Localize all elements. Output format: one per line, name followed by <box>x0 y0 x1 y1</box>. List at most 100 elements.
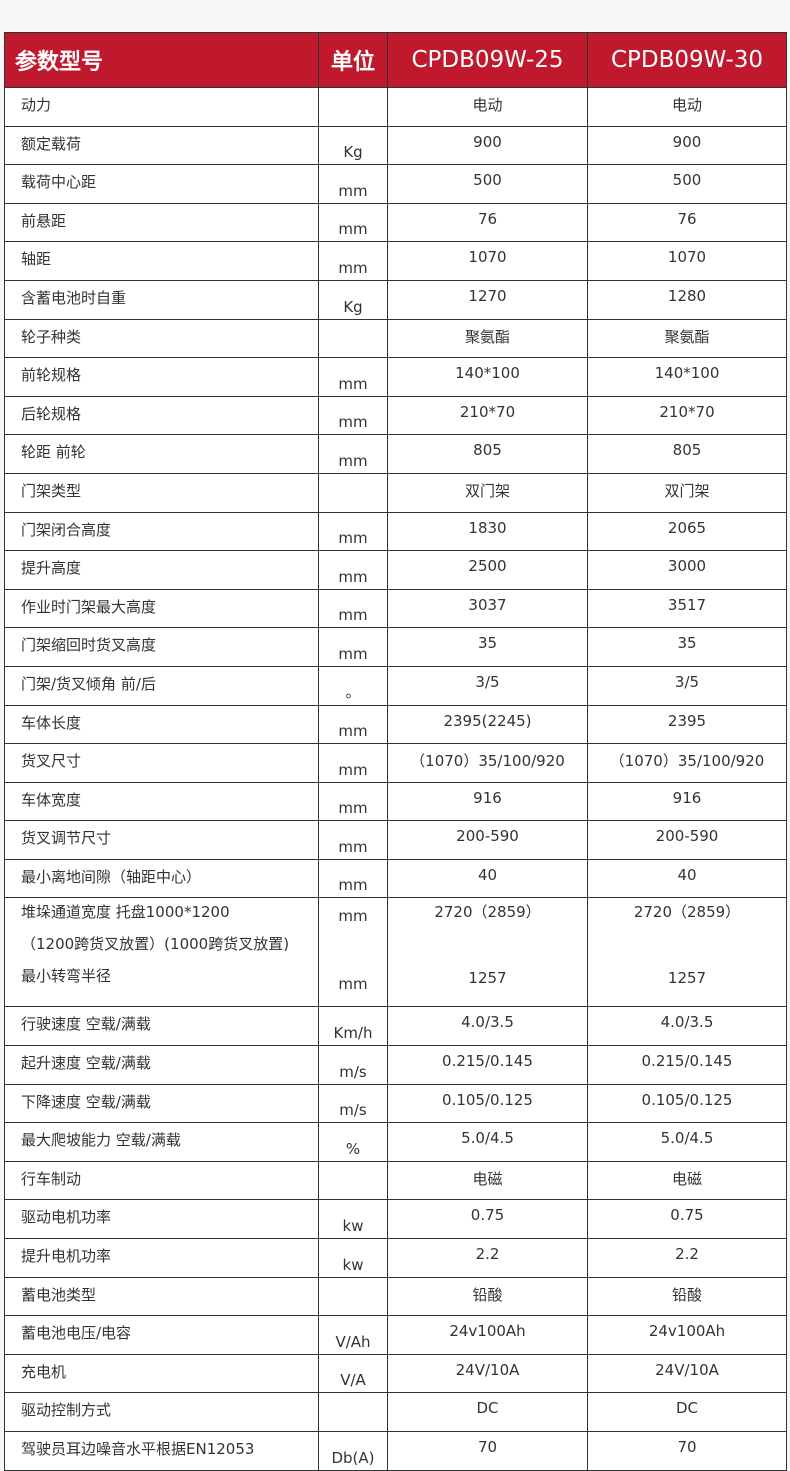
table-row: 行驶速度 空载/满载 Km/h 4.0/3.5 4.0/3.5 <box>4 1006 787 1047</box>
row-value-2: 900 <box>587 125 787 166</box>
row-value-2: 2.2 <box>587 1238 787 1278</box>
row-label: 动力 <box>4 87 319 127</box>
row-value-2: 2065 <box>587 511 787 552</box>
header-row: 参数型号 单位 CPDB09W-25 CPDB09W-30 <box>4 32 787 88</box>
row-value-1: 电磁 <box>387 1160 588 1201</box>
table-row: 最小离地间隙（轴距中心） mm 40 40 <box>4 858 787 899</box>
row-value: 2720（2859） <box>434 903 541 922</box>
row-unit: mm <box>318 202 388 243</box>
table-row: 额定载荷 Kg 900 900 <box>4 125 787 166</box>
row-value-1: 210*70 <box>387 395 588 436</box>
row-value-2: 40 <box>587 858 787 899</box>
row-value-1: 电动 <box>387 87 588 127</box>
table-row: 车体长度 mm 2395(2245) 2395 <box>4 704 787 745</box>
row-value-2: 805 <box>587 434 787 474</box>
row-value: 2720（2859） <box>633 903 741 922</box>
row-label: 驱动控制方式 <box>4 1392 319 1432</box>
row-label: 堆垛通道宽度 托盘1000*1200 <box>21 903 230 922</box>
row-value-1: 0.75 <box>387 1199 588 1240</box>
row-value-1: （1070）35/100/920 <box>387 743 588 783</box>
row-value-1: 0.215/0.145 <box>387 1045 588 1085</box>
row-unit: m/s <box>318 1083 388 1124</box>
row-value-2: 500 <box>587 164 787 204</box>
spec-table: 参数型号 单位 CPDB09W-25 CPDB09W-30 动力 电动 电动 额定载荷… <box>4 32 787 1471</box>
row-label: 下降速度 空载/满载 <box>4 1083 319 1124</box>
table-row: 充电机 V/A 24V/10A 24V/10A <box>4 1353 787 1394</box>
row-unit: mm <box>318 588 388 629</box>
row-unit: Kg <box>318 125 388 166</box>
row-unit: mm <box>318 627 388 667</box>
row-label: （1200跨货叉放置）(1000跨货叉放置) <box>21 935 290 954</box>
row-value-2: 5.0/4.5 <box>587 1122 787 1162</box>
row-value-2: 35 <box>587 627 787 667</box>
row-label: 最小转弯半径 <box>21 967 112 986</box>
row-unit: kw <box>318 1238 388 1278</box>
row-value-2: （1070）35/100/920 <box>587 743 787 783</box>
row-unit: Km/h <box>318 1006 388 1047</box>
row-label: 载荷中心距 <box>4 164 319 204</box>
row-value-1: DC <box>387 1392 588 1432</box>
table-row: 轮子种类 聚氨酯 聚氨酯 <box>4 318 787 359</box>
row-value-2: 0.75 <box>587 1199 787 1240</box>
row-value-2: 24v100Ah <box>587 1315 787 1355</box>
row-value-1: 双门架 <box>387 472 588 513</box>
row-value-1: 2.2 <box>387 1238 588 1278</box>
table-row: 门架/货叉倾角 前/后。 3/5 3/5 <box>4 665 787 706</box>
row-value-1: 24v100Ah <box>387 1315 588 1355</box>
table-row: 轮距 前轮 mm 805 805 <box>4 434 787 474</box>
table-row: 提升电机功率 kw 2.2 2.2 <box>4 1238 787 1278</box>
row-label: 轮距 前轮 <box>4 434 319 474</box>
row-label: 车体宽度 <box>4 781 319 822</box>
row-value-1: 500 <box>387 164 588 204</box>
row-value-1: 4.0/3.5 <box>387 1006 588 1047</box>
table-row: 驱动控制方式 DC DC <box>4 1392 787 1432</box>
table-row: 门架闭合高度 mm 1830 2065 <box>4 511 787 552</box>
table-row: 下降速度 空载/满载 m/s 0.105/0.125 0.105/0.125 <box>4 1083 787 1124</box>
row-unit: V/Ah <box>318 1315 388 1355</box>
row-label: 门架/货叉倾角 前/后 <box>4 665 319 706</box>
row-value: 1257 <box>667 969 707 988</box>
row-value-1: 70 <box>387 1431 588 1471</box>
row-value-1: 3/5 <box>387 665 588 706</box>
row-label: 门架闭合高度 <box>4 511 319 552</box>
row-value-1: 76 <box>387 202 588 243</box>
row-label: 提升电机功率 <box>4 1238 319 1278</box>
row-value-2: 76 <box>587 202 787 243</box>
row-value-1: 1270 <box>387 279 588 320</box>
row-label: 驱动电机功率 <box>4 1199 319 1240</box>
table-row: 最大爬坡能力 空载/满载% 5.0/4.5 5.0/4.5 <box>4 1122 787 1162</box>
row-value-2: 1280 <box>587 279 787 320</box>
row-label: 前轮规格 <box>4 357 319 397</box>
table-row: 驱动电机功率 kw 0.75 0.75 <box>4 1199 787 1240</box>
table-row: 动力 电动 电动 <box>4 87 787 127</box>
table-row: 提升高度 mm 2500 3000 <box>4 550 787 590</box>
row-value-2: 916 <box>587 781 787 822</box>
model-header-1: CPDB09W-25 <box>387 32 588 88</box>
row-label: 含蓄电池时自重 <box>4 279 319 320</box>
row-label: 后轮规格 <box>4 395 319 436</box>
row-unit: mm <box>318 511 388 552</box>
row-label: 轮子种类 <box>4 318 319 359</box>
row-value-2: 聚氨酯 <box>587 318 787 359</box>
row-unit: mm <box>318 357 388 397</box>
row-label: 提升高度 <box>4 550 319 590</box>
row-value-2: 1070 <box>587 241 787 281</box>
row-label: 最大爬坡能力 空载/满载 <box>4 1122 319 1162</box>
row-value: 1257 <box>468 969 507 988</box>
table-row: 前轮规格 mm 140*100 140*100 <box>4 357 787 397</box>
row-label: 轴距 <box>4 241 319 281</box>
row-value-1: 2395(2245) <box>387 704 588 745</box>
row-unit: mm <box>318 743 388 783</box>
row-unit: mm <box>318 241 388 281</box>
table-row: 蓄电池类型 铅酸 铅酸 <box>4 1276 787 1317</box>
table-row: 轴距 mm 1070 1070 <box>4 241 787 281</box>
row-value-1: 3037 <box>387 588 588 629</box>
row-unit: % <box>318 1122 388 1162</box>
table-row-stacking-aisle: 堆垛通道宽度 托盘1000*1200 （1200跨货叉放置）(1000跨货叉放置… <box>4 897 787 1008</box>
row-unit <box>318 1160 388 1201</box>
table-row: 行车制动 电磁 电磁 <box>4 1160 787 1201</box>
row-unit: mm <box>318 704 388 745</box>
row-value-1: 1070 <box>387 241 588 281</box>
row-value-1: 805 <box>387 434 588 474</box>
row-unit <box>318 472 388 513</box>
